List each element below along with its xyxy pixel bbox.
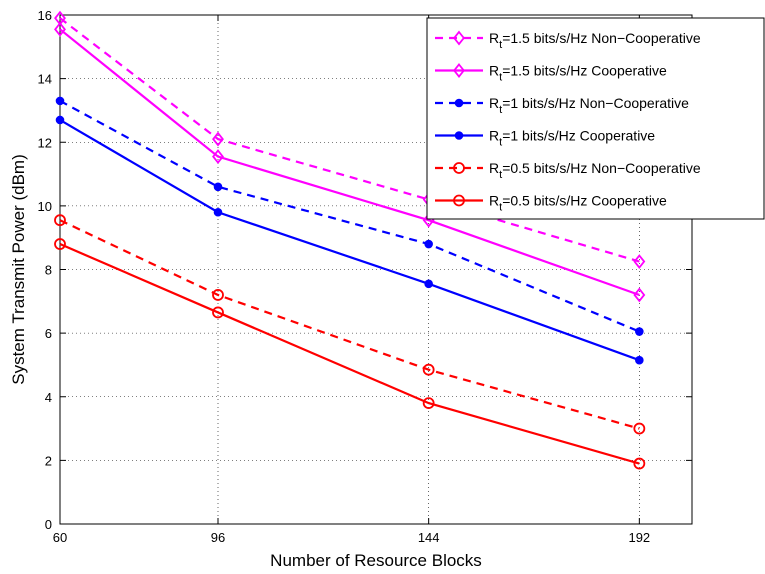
legend-entry-3: Rt=1 bits/s/Hz Non−Cooperative <box>435 95 689 116</box>
data-point-marker <box>633 457 646 470</box>
data-point-marker <box>212 149 224 165</box>
x-tick-label: 60 <box>53 530 67 545</box>
series-5 <box>54 214 646 435</box>
series-line <box>59 28 640 296</box>
data-point-marker <box>635 355 644 365</box>
data-point-marker <box>633 287 646 303</box>
data-point-marker <box>212 289 224 301</box>
y-tick-label: 6 <box>45 326 52 341</box>
legend-entry-4: Rt=1 bits/s/Hz Cooperative <box>435 128 655 149</box>
axis-ticks: 60 96 144 192 0 2 4 6 8 10 12 14 16 <box>38 8 692 545</box>
y-tick-label: 12 <box>38 135 52 150</box>
data-point-marker <box>635 327 644 336</box>
data-point-marker <box>453 63 465 78</box>
y-tick-label: 2 <box>45 453 52 468</box>
data-point-marker <box>55 96 65 106</box>
y-tick-label: 14 <box>38 72 52 87</box>
series-line <box>59 17 640 263</box>
legend-box <box>426 17 765 220</box>
data-point-marker <box>55 115 65 125</box>
data-point-marker <box>454 131 464 140</box>
x-tick-label: 144 <box>418 530 440 545</box>
y-tick-label: 16 <box>38 8 52 23</box>
data-point-marker <box>213 182 223 192</box>
data-point-marker <box>424 279 433 289</box>
series-4 <box>55 115 644 365</box>
data-point-marker <box>454 98 464 108</box>
legend-entry-5: Rt=0.5 bits/s/Hz Non−Cooperative <box>435 160 701 181</box>
x-tick-label: 96 <box>211 530 225 545</box>
legend-label: Rt=1 bits/s/Hz Non−Cooperative <box>489 95 689 116</box>
data-point-marker <box>54 238 66 250</box>
data-point-marker <box>453 162 465 174</box>
series-line <box>59 243 640 465</box>
legend-entry-6: Rt=0.5 bits/s/Hz Cooperative <box>435 193 667 214</box>
series-line <box>59 119 640 362</box>
data-point-marker <box>213 207 223 217</box>
data-point-marker <box>54 214 66 227</box>
legend-entry-1: Rt=1.5 bits/s/Hz Non−Cooperative <box>435 30 701 51</box>
y-tick-label: 8 <box>45 263 52 278</box>
legend-label: Rt=1.5 bits/s/Hz Cooperative <box>489 63 667 84</box>
series-lines <box>54 10 646 470</box>
series-line <box>59 99 640 333</box>
data-point-marker <box>212 306 224 319</box>
legend-entry-2: Rt=1.5 bits/s/Hz Cooperative <box>435 63 667 84</box>
legend: Rt=1.5 bits/s/Hz Non−Cooperative Rt=1.5 b… <box>426 17 765 220</box>
y-axis-title: System Transmit Power (dBm) <box>9 154 28 385</box>
y-tick-label: 0 <box>45 517 52 532</box>
x-tick-label: 192 <box>628 530 650 545</box>
data-point-marker <box>424 239 433 249</box>
y-tick-label: 10 <box>38 199 52 214</box>
data-point-marker <box>453 30 465 46</box>
legend-label: Rt=1 bits/s/Hz Cooperative <box>489 128 655 149</box>
legend-label: Rt=0.5 bits/s/Hz Non−Cooperative <box>489 160 701 181</box>
data-point-marker <box>54 21 66 37</box>
legend-label: Rt=0.5 bits/s/Hz Cooperative <box>489 193 667 214</box>
data-point-marker <box>633 254 646 269</box>
data-point-marker <box>422 363 435 376</box>
data-point-marker <box>212 131 224 147</box>
data-point-marker <box>422 397 435 410</box>
data-point-marker <box>633 422 646 435</box>
series-line <box>59 219 640 430</box>
series-6 <box>54 238 646 470</box>
x-axis-title: Number of Resource Blocks <box>270 551 482 570</box>
data-point-marker <box>453 194 465 207</box>
y-tick-label: 4 <box>45 390 52 405</box>
legend-label: Rt=1.5 bits/s/Hz Non−Cooperative <box>489 30 701 51</box>
series-3 <box>55 96 644 336</box>
